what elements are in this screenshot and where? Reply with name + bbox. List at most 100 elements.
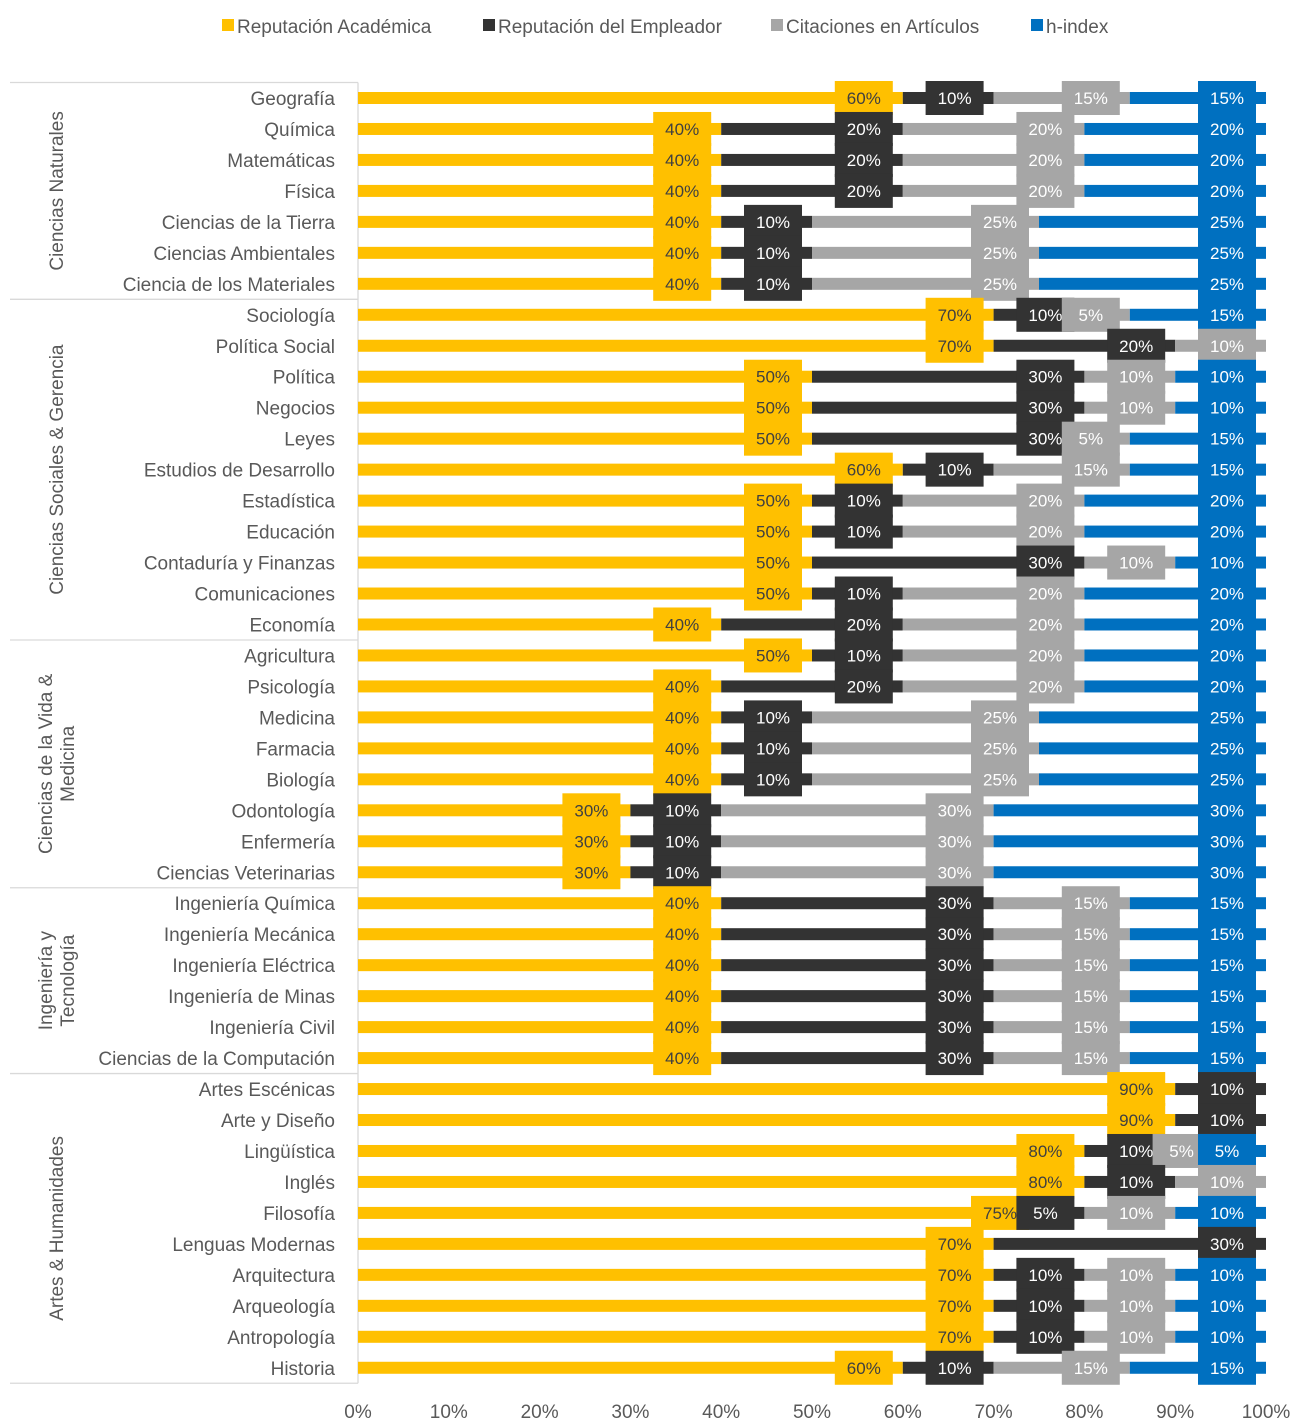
data-label-educacion-citaciones-en-articulos: 20% [1028, 523, 1062, 542]
data-label-linguistica-h-index: 5% [1215, 1142, 1240, 1161]
data-label-historia-h-index: 15% [1210, 1359, 1244, 1378]
data-label-box [834, 514, 893, 549]
data-label-estudios-de-desarrollo-citaciones-en-articulos: 15% [1074, 461, 1108, 480]
category-label-filosofia: Filosofía [263, 1204, 335, 1225]
legend-swatch-reputacion-del-empleador [483, 19, 495, 31]
data-label-filosofia-citaciones-en-articulos: 10% [1119, 1204, 1153, 1223]
category-label-ciencias-veterinarias: Ciencias Veterinarias [157, 863, 335, 884]
data-label-ingenieria-civil-reputacion-academica: 40% [665, 1018, 699, 1037]
data-label-box [1198, 545, 1256, 580]
bar-ingenieria-mecanica-reputacion-del-empleador [721, 928, 994, 941]
x-tick-label: 50% [793, 1402, 831, 1423]
data-label-box [1016, 638, 1075, 673]
data-label-box [971, 204, 1029, 239]
data-label-ingenieria-de-minas-reputacion-del-empleador: 30% [938, 987, 972, 1006]
data-label-biologia-reputacion-del-empleador: 10% [756, 770, 790, 789]
data-label-sociologia-reputacion-academica: 70% [938, 306, 972, 325]
legend-label-citaciones-en-articulos: Citaciones en Artículos [786, 17, 979, 38]
data-label-box [1107, 1072, 1166, 1107]
bar-matematicas-reputacion-academica [358, 153, 722, 166]
data-label-arte-y-diseno-reputacion-del-empleador: 10% [1210, 1111, 1244, 1130]
data-label-box [1198, 1072, 1256, 1107]
data-label-comunicaciones-h-index: 20% [1210, 585, 1244, 604]
data-label-box [1107, 1195, 1166, 1230]
category-label-quimica: Química [264, 120, 335, 141]
data-label-box [1107, 328, 1166, 363]
data-label-ingenieria-civil-citaciones-en-articulos: 15% [1074, 1018, 1108, 1037]
data-label-box [1061, 1041, 1120, 1076]
data-label-box [971, 731, 1029, 766]
data-label-box [1198, 731, 1256, 766]
data-label-biologia-h-index: 25% [1210, 770, 1244, 789]
data-label-ingles-reputacion-del-empleador: 10% [1119, 1173, 1153, 1192]
data-label-box [1198, 1319, 1256, 1354]
category-label-psicologia: Psicología [247, 677, 335, 698]
data-label-leyes-reputacion-academica: 50% [756, 430, 790, 449]
data-label-box [1198, 1133, 1256, 1168]
data-label-educacion-h-index: 20% [1210, 523, 1244, 542]
data-label-linguistica-citaciones-en-articulos: 5% [1169, 1142, 1194, 1161]
legend-swatch-citaciones-en-articulos [771, 19, 783, 31]
data-label-medicina-citaciones-en-articulos: 25% [983, 708, 1017, 727]
data-label-box [744, 204, 802, 239]
category-label-educacion: Educación [246, 523, 335, 544]
category-frame [10, 81, 359, 1384]
data-label-medicina-reputacion-del-empleador: 10% [756, 708, 790, 727]
data-label-ingenieria-mecanica-h-index: 15% [1210, 925, 1244, 944]
data-label-arquitectura-citaciones-en-articulos: 10% [1119, 1266, 1153, 1285]
category-label-ciencias-de-la-tierra: Ciencias de la Tierra [162, 213, 336, 234]
bar-sociologia-reputacion-academica [358, 308, 994, 321]
data-label-matematicas-citaciones-en-articulos: 20% [1028, 151, 1062, 170]
data-label-linguistica-reputacion-del-empleador: 10% [1119, 1142, 1153, 1161]
data-label-box [925, 855, 984, 890]
data-label-enfermeria-reputacion-del-empleador: 10% [665, 832, 699, 851]
data-label-box [1198, 1226, 1256, 1261]
data-label-box [1198, 1010, 1256, 1045]
data-label-box [1198, 576, 1256, 611]
category-label-ingenieria-civil: Ingeniería Civil [209, 1018, 335, 1039]
data-label-box [1016, 1195, 1075, 1230]
data-label-box [834, 669, 893, 704]
data-label-estudios-de-desarrollo-h-index: 15% [1210, 461, 1244, 480]
data-label-box [1107, 545, 1166, 580]
data-label-comunicaciones-reputacion-del-empleador: 10% [847, 585, 881, 604]
data-label-box [653, 917, 712, 952]
data-label-box [1198, 390, 1256, 425]
data-label-box [1107, 1257, 1166, 1292]
data-label-box [925, 452, 984, 487]
data-label-arqueologia-citaciones-en-articulos: 10% [1119, 1297, 1153, 1316]
data-label-box [834, 576, 893, 611]
group-label-ciencias-de-la-vida-medicina: Ciencias de la Vida &Medicina [36, 673, 79, 854]
bars: 60% 10% 15% 15% 40% 20% 20% 20% 40% 20% 20% 20% 40% 2… [358, 81, 1266, 1385]
category-label-matematicas: Matemáticas [227, 151, 335, 172]
data-label-psicologia-reputacion-del-empleador: 20% [847, 677, 881, 696]
data-label-negocios-citaciones-en-articulos: 10% [1119, 399, 1153, 418]
data-label-box [925, 979, 984, 1014]
bar-ciencias-ambientales-reputacion-academica [358, 246, 722, 259]
bar-ingenieria-mecanica-reputacion-academica [358, 928, 722, 941]
data-label-box [653, 669, 712, 704]
data-label-medicina-reputacion-academica: 40% [665, 708, 699, 727]
bar-odontologia-reputacion-academica [358, 804, 631, 817]
data-label-box [1061, 421, 1120, 456]
data-label-ingenieria-electrica-reputacion-academica: 40% [665, 956, 699, 975]
bar-ingles-reputacion-academica [358, 1175, 1085, 1188]
data-label-box [1016, 669, 1075, 704]
data-label-ciencias-de-la-tierra-h-index: 25% [1210, 213, 1244, 232]
data-label-box [653, 731, 712, 766]
category-label-economia: Economía [249, 615, 335, 636]
data-label-ciencias-de-la-tierra-reputacion-academica: 40% [665, 213, 699, 232]
x-tick-label: 30% [611, 1402, 649, 1423]
data-label-box [653, 793, 712, 828]
data-label-box [925, 886, 984, 921]
data-label-artes-escenicas-reputacion-academica: 90% [1119, 1080, 1153, 1099]
category-label-farmacia: Farmacia [256, 739, 336, 760]
data-label-box [1198, 1164, 1256, 1199]
data-label-historia-reputacion-del-empleador: 10% [938, 1359, 972, 1378]
bar-arte-y-diseno-reputacion-academica [358, 1114, 1176, 1127]
category-label-ingenieria-de-minas: Ingeniería de Minas [168, 987, 335, 1008]
data-label-box [744, 545, 802, 580]
data-label-arqueologia-h-index: 10% [1210, 1297, 1244, 1316]
data-label-box [1198, 1103, 1256, 1138]
